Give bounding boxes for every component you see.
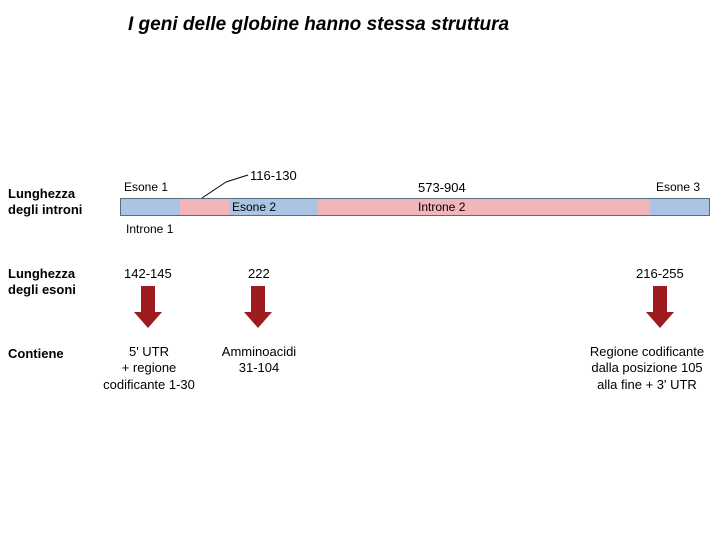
gene-segment-esone-3 — [650, 198, 710, 216]
pointer-lines — [0, 0, 720, 540]
gene-segment-introne-1 — [180, 198, 230, 216]
segment-label: Esone 1 — [124, 180, 168, 194]
gene-segment-esone-1 — [120, 198, 180, 216]
down-arrow-icon — [244, 286, 272, 328]
description-text: Amminoacidi31-104 — [179, 344, 339, 377]
segment-label: Introne 2 — [418, 200, 465, 214]
down-arrow-icon — [646, 286, 674, 328]
segment-label: Introne 1 — [126, 222, 173, 236]
segment-label: Esone 3 — [656, 180, 700, 194]
row-label-introns: Lunghezza degli introni — [8, 186, 82, 219]
gene-segment-introne-2 — [318, 198, 650, 216]
row-label-contains-l1: Contiene — [8, 346, 64, 361]
exon-length-label: 216-255 — [636, 266, 684, 281]
row-label-introns-l1: Lunghezza — [8, 186, 75, 201]
row-label-contains: Contiene — [8, 346, 64, 362]
row-label-exons: Lunghezza degli esoni — [8, 266, 76, 299]
down-arrow-icon — [134, 286, 162, 328]
intron2-range-label: 573-904 — [418, 180, 466, 195]
segment-label: Esone 2 — [232, 200, 276, 214]
diagram-title: I geni delle globine hanno stessa strutt… — [128, 14, 509, 36]
exon-length-label: 142-145 — [124, 266, 172, 281]
gene-bar — [120, 198, 710, 216]
row-label-exons-l1: Lunghezza — [8, 266, 75, 281]
intron1-range-label: 116-130 — [250, 168, 297, 183]
exon-length-label: 222 — [248, 266, 270, 281]
row-label-introns-l2: degli introni — [8, 202, 82, 217]
description-text: Regione codificantedalla posizione 105al… — [567, 344, 720, 393]
row-label-exons-l2: degli esoni — [8, 282, 76, 297]
